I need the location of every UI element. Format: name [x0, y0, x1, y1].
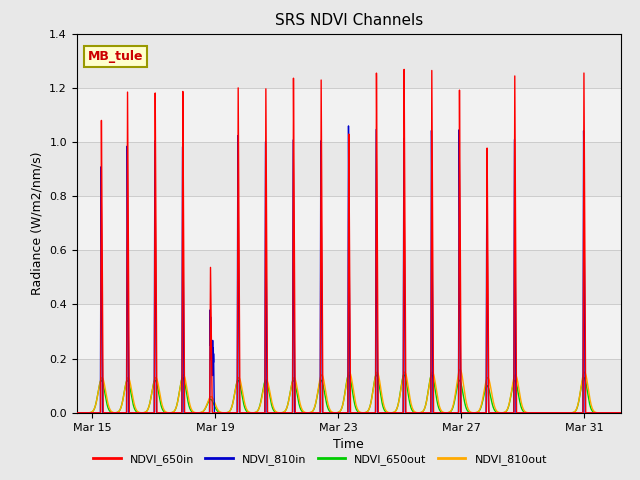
Y-axis label: Radiance (W/m2/nm/s): Radiance (W/m2/nm/s) [31, 152, 44, 295]
Bar [77, 359, 621, 413]
Title: SRS NDVI Channels: SRS NDVI Channels [275, 13, 423, 28]
Legend: NDVI_650in, NDVI_810in, NDVI_650out, NDVI_810out: NDVI_650in, NDVI_810in, NDVI_650out, NDV… [89, 450, 551, 469]
Bar [77, 142, 621, 196]
Bar [77, 250, 621, 304]
Text: MB_tule: MB_tule [88, 50, 143, 63]
X-axis label: Time: Time [333, 438, 364, 451]
Bar [77, 34, 621, 88]
